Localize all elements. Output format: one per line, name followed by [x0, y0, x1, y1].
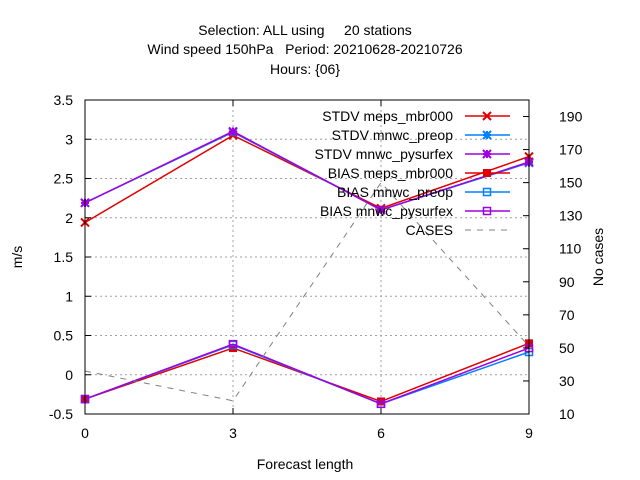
grid [85, 100, 529, 414]
y2-tick-label: 190 [559, 109, 583, 125]
y-tick-label: -0.5 [49, 406, 73, 422]
series-line-5 [84, 343, 530, 405]
data-point [228, 126, 238, 137]
y-tick-label: 2 [65, 210, 73, 226]
y-tick-label: 0 [65, 367, 73, 383]
legend-marker [482, 187, 492, 197]
y-tick-label: 1 [65, 288, 73, 304]
legend-marker [482, 149, 492, 159]
x-tick-label: 9 [525, 425, 533, 441]
y2-tick-label: 30 [559, 373, 575, 389]
y2-tick-label: 170 [559, 142, 583, 158]
legend-marker [482, 206, 492, 216]
legend-marker [482, 111, 492, 121]
data-point-box [228, 339, 238, 349]
series-line-6 [84, 181, 530, 402]
legend-label: CASES [406, 222, 453, 238]
legend-marker-box [482, 187, 492, 197]
title-line-1: Selection: ALL using 20 stations [198, 22, 412, 38]
y2-tick-label: 50 [559, 340, 575, 356]
y-tick-label: 3 [65, 131, 73, 147]
legend-marker [483, 169, 491, 177]
y2-axis-label: No cases [590, 228, 606, 286]
y-tick-label: 0.5 [54, 328, 74, 344]
y-tick-label: 3.5 [54, 92, 74, 108]
x-tick-label: 6 [377, 425, 385, 441]
legend-marker-box [482, 206, 492, 216]
legend: STDV meps_mbr000 STDV mnwc_preop STDV mnwc… [315, 108, 510, 238]
x-axis-label: Forecast length [257, 456, 354, 472]
legend-marker [482, 130, 492, 140]
y2-tick-label: 110 [559, 241, 582, 257]
legend-marker-stroke [482, 111, 492, 121]
legend-label: STDV mnwc_preop [332, 127, 454, 143]
y-axis-label: m/s [9, 246, 25, 269]
axis-ticks: 0 3 6 9 -0.5 0 0.5 1 1.5 2 2.5 3 3.5 10 30 50 70 90 110 130… [49, 92, 583, 441]
data-point [376, 205, 386, 215]
data-point [376, 399, 386, 409]
x-tick-label: 3 [229, 425, 237, 441]
legend-marker-box [483, 169, 491, 177]
y2-tick-label: 90 [559, 274, 575, 290]
y2-tick-label: 150 [559, 175, 583, 191]
legend-label: BIAS meps_mbr000 [328, 165, 453, 181]
y2-tick-label: 70 [559, 307, 575, 323]
title-line-2: Wind speed 150hPa Period: 20210628-20210… [147, 41, 462, 57]
y-tick-label: 2.5 [54, 171, 74, 187]
y2-tick-label: 10 [559, 406, 575, 422]
series-layer [80, 126, 534, 409]
legend-label: BIAS mnwc_preop [337, 184, 453, 200]
data-point-box [376, 399, 386, 409]
data-point [228, 339, 238, 349]
legend-label: STDV meps_mbr000 [322, 108, 453, 124]
y-tick-label: 1.5 [54, 249, 74, 265]
legend-label: STDV mnwc_pysurfex [315, 146, 453, 162]
chart-title: Selection: ALL using 20 stations Wind sp… [147, 22, 462, 77]
series-line-2 [84, 130, 530, 211]
legend-label: BIAS mnwc_pysurfex [320, 203, 453, 219]
x-tick-label: 0 [81, 425, 89, 441]
title-line-3: Hours: {06} [270, 61, 340, 77]
y2-tick-label: 130 [559, 208, 583, 224]
